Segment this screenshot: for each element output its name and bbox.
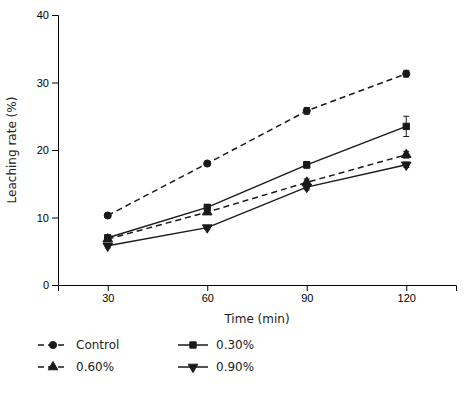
line (108, 165, 407, 246)
tick: 20 (37, 144, 58, 156)
point (103, 234, 113, 242)
tick-mark (406, 285, 407, 291)
point (202, 207, 212, 215)
tick-label: 0 (43, 279, 49, 291)
tick: 90 (301, 285, 313, 304)
tick-label: 10 (37, 212, 49, 224)
legend-label: 0.90% (216, 360, 254, 374)
tick-mark (307, 285, 308, 291)
tick: 30 (102, 285, 114, 304)
legend-label: Control (76, 338, 119, 352)
legend-item: 0.30% (178, 338, 254, 352)
legend-item: 0.60% (38, 360, 114, 374)
plot: 30 60 90 120 0 10 20 30 40 (37, 9, 457, 304)
error-bar (403, 70, 409, 77)
tick-mark (52, 150, 58, 151)
legend-item: 0.90% (178, 360, 254, 374)
tick-label: 40 (37, 9, 49, 21)
point (103, 243, 113, 251)
point (303, 107, 310, 114)
chart: 30 60 90 120 0 10 20 30 40 Time (min) Leaching rat… (0, 0, 474, 397)
tick-mark (52, 285, 58, 286)
point (304, 162, 310, 168)
tick-label: 120 (398, 292, 416, 304)
legend-marker (49, 341, 56, 348)
legend-label: 0.30% (216, 338, 254, 352)
tick: 120 (398, 285, 416, 304)
tick-mark (207, 285, 208, 291)
tick: 0 (43, 279, 58, 291)
legend-marker (48, 361, 58, 369)
marks (103, 70, 411, 251)
error-bar (304, 107, 310, 114)
tick-label: 90 (301, 292, 313, 304)
error-bar (403, 116, 409, 136)
legend-marker (190, 342, 196, 348)
error-bar (304, 161, 310, 168)
series (105, 116, 410, 241)
x-axis-title: Time (min) (223, 312, 289, 326)
point (401, 162, 411, 170)
tick-label: 20 (37, 144, 49, 156)
line (108, 74, 407, 216)
point (403, 123, 409, 129)
line (108, 126, 407, 237)
point (104, 212, 111, 219)
point (204, 160, 211, 167)
point (302, 184, 312, 192)
tick-label: 30 (102, 292, 114, 304)
legend-label: 0.60% (76, 360, 114, 374)
legend-item: Control (38, 338, 119, 352)
y-axis: 0 10 20 30 40 (37, 9, 59, 291)
tick: 10 (37, 212, 58, 224)
legend-marker (188, 364, 198, 372)
x-axis: 30 60 90 120 (59, 285, 457, 304)
tick: 30 (37, 77, 58, 89)
tick-mark (52, 218, 58, 219)
point (202, 225, 212, 233)
tick-mark (108, 285, 109, 291)
y-axis-title: Leaching rate (%) (5, 97, 19, 204)
series (103, 149, 411, 242)
tick-mark (52, 83, 58, 84)
tick: 60 (202, 285, 214, 304)
axis-line (52, 16, 59, 286)
tick-label: 60 (202, 292, 214, 304)
point (401, 149, 411, 157)
point (403, 70, 410, 77)
series (103, 162, 411, 251)
tick-mark (52, 15, 58, 16)
legend: Control 0.30% 0.60% 0.90% (38, 338, 254, 374)
tick: 40 (37, 9, 58, 21)
line (108, 155, 407, 239)
tick-label: 30 (37, 77, 49, 89)
axis-line (59, 286, 457, 292)
